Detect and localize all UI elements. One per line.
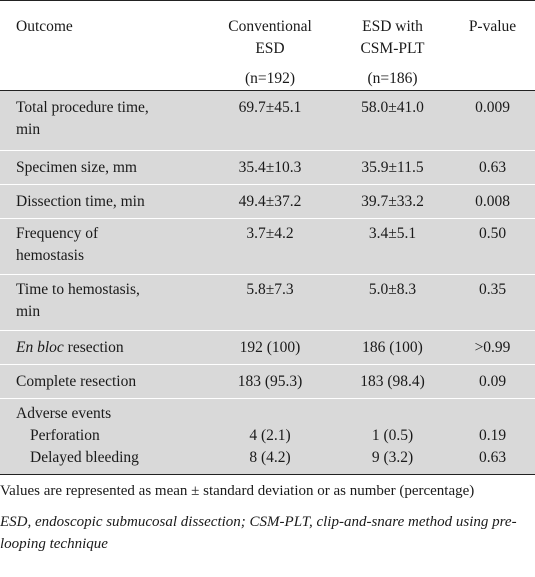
adverse-outcome: Adverse events Perforation Delayed bleed… <box>0 398 205 475</box>
row-group1-value: 3.7±4.2 <box>205 218 335 275</box>
header-group2-line1: ESD with <box>362 18 423 35</box>
header-group1-line2: ESD <box>255 40 285 57</box>
row-outcome-line1: Time to hemostasis, <box>16 281 140 298</box>
header-outcome: Outcome <box>0 0 205 91</box>
table-row: En bloc resection 192 (100) 186 (100) >0… <box>0 330 535 365</box>
row-outcome: Complete resection <box>0 364 205 399</box>
table-row: Dissection time, min 49.4±37.2 39.7±33.2… <box>0 184 535 219</box>
adverse-group1-values: 4 (2.1) 8 (4.2) <box>205 398 335 475</box>
row-group2-value: 186 (100) <box>335 330 450 365</box>
row-pvalue: 0.35 <box>450 274 535 331</box>
adverse-group2-values: 1 (0.5) 9 (3.2) <box>335 398 450 475</box>
row-outcome-italic: En bloc <box>16 339 64 356</box>
row-group1-value: 49.4±37.2 <box>205 184 335 219</box>
row-group1-value: 5.8±7.3 <box>205 274 335 331</box>
row-outcome: Specimen size, mm <box>0 150 205 185</box>
adverse-perforation-g1: 4 (2.1) <box>249 427 291 444</box>
adverse-bleeding-p: 0.63 <box>478 449 507 466</box>
row-outcome: En bloc resection <box>0 330 205 365</box>
row-group2-value: 58.0±41.0 <box>335 90 450 151</box>
row-group2-value: 5.0±8.3 <box>335 274 450 331</box>
note-values: Values are represented as mean ± standar… <box>0 483 475 499</box>
row-pvalue: 0.008 <box>450 184 535 219</box>
table-row: Frequency of hemostasis 3.7±4.2 3.4±5.1 … <box>0 218 535 275</box>
adverse-item-perforation: Perforation <box>30 427 100 444</box>
adverse-perforation-p: 0.19 <box>478 427 507 444</box>
row-outcome: Frequency of hemostasis <box>0 218 205 275</box>
table-header-row: Outcome Conventional ESD (n=192) ESD wit… <box>0 0 535 91</box>
row-outcome-line1: Total procedure time, <box>16 99 149 116</box>
adverse-label: Adverse events <box>16 405 112 422</box>
table-notes: Values are represented as mean ± standar… <box>0 480 530 555</box>
row-group1-value: 192 (100) <box>205 330 335 365</box>
adverse-item-delayed-bleeding: Delayed bleeding <box>30 449 139 466</box>
row-outcome-line2: hemostasis <box>16 247 85 264</box>
adverse-bleeding-g2: 9 (3.2) <box>371 449 414 466</box>
row-outcome-line2: min <box>16 121 41 138</box>
row-outcome-line2: min <box>16 303 41 320</box>
outcomes-table: Outcome Conventional ESD (n=192) ESD wit… <box>0 0 535 475</box>
table-row: Complete resection 183 (95.3) 183 (98.4)… <box>0 364 535 399</box>
row-outcome: Total procedure time, min <box>0 90 205 151</box>
row-outcome-rest: resection <box>63 339 124 356</box>
row-group1-value: 183 (95.3) <box>205 364 335 399</box>
row-group2-value: 35.9±11.5 <box>335 150 450 185</box>
row-outcome-line1: Frequency of <box>16 225 99 242</box>
adverse-perforation-g2: 1 (0.5) <box>371 427 414 444</box>
header-group1-line1: Conventional <box>228 18 312 35</box>
row-group1-value: 35.4±10.3 <box>205 150 335 185</box>
row-pvalue: 0.63 <box>450 150 535 185</box>
header-group2-line2: CSM-PLT <box>360 40 425 57</box>
row-outcome: Time to hemostasis, min <box>0 274 205 331</box>
row-group2-value: 183 (98.4) <box>335 364 450 399</box>
table-row: Total procedure time, min 69.7±45.1 58.0… <box>0 90 535 151</box>
row-group2-value: 3.4±5.1 <box>335 218 450 275</box>
adverse-pvalues: 0.19 0.63 <box>450 398 535 475</box>
row-outcome: Dissection time, min <box>0 184 205 219</box>
row-group2-value: 39.7±33.2 <box>335 184 450 219</box>
row-group1-value: 69.7±45.1 <box>205 90 335 151</box>
row-pvalue: 0.009 <box>450 90 535 151</box>
row-pvalue: >0.99 <box>450 330 535 365</box>
header-pvalue: P-value <box>450 0 535 91</box>
adverse-bleeding-g1: 8 (4.2) <box>249 449 291 466</box>
table-row-adverse-events: Adverse events Perforation Delayed bleed… <box>0 398 535 475</box>
header-group2-n: (n=186) <box>367 70 418 87</box>
header-group1: Conventional ESD (n=192) <box>205 0 335 91</box>
outcomes-table-container: Outcome Conventional ESD (n=192) ESD wit… <box>0 0 535 475</box>
table-row: Time to hemostasis, min 5.8±7.3 5.0±8.3 … <box>0 274 535 331</box>
header-group1-n: (n=192) <box>244 70 296 87</box>
header-group2: ESD with CSM-PLT (n=186) <box>335 0 450 91</box>
row-pvalue: 0.09 <box>450 364 535 399</box>
note-abbreviations: ESD, endoscopic submucosal dissection; C… <box>0 514 517 552</box>
table-row: Specimen size, mm 35.4±10.3 35.9±11.5 0.… <box>0 150 535 185</box>
row-pvalue: 0.50 <box>450 218 535 275</box>
